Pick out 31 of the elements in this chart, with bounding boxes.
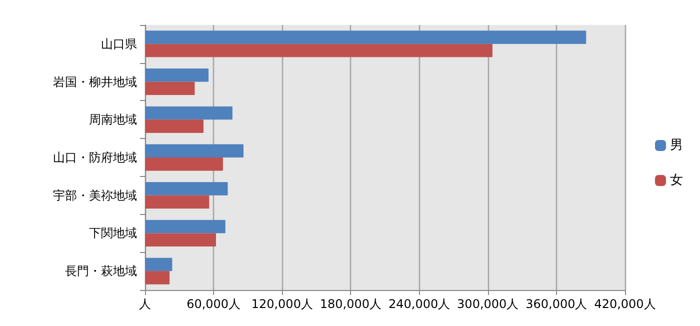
bar bbox=[145, 30, 586, 44]
x-tick-label: 360,000人 bbox=[526, 297, 588, 311]
bar bbox=[145, 195, 210, 209]
bar bbox=[145, 144, 244, 158]
bar bbox=[145, 68, 209, 82]
y-tick-label: 下関地域 bbox=[89, 226, 137, 240]
y-tick-label: 岩国・柳井地域 bbox=[53, 74, 137, 89]
bar bbox=[145, 220, 226, 234]
bar bbox=[145, 182, 228, 196]
y-tick-label: 山口・防府地域 bbox=[53, 150, 137, 164]
x-tick-label: 240,000人 bbox=[388, 297, 450, 311]
bar bbox=[145, 106, 232, 120]
y-tick-label: 山口県 bbox=[101, 36, 137, 51]
bar bbox=[145, 271, 170, 284]
x-tick-label: 60,000人 bbox=[186, 297, 241, 311]
legend-label: 女 bbox=[670, 173, 683, 188]
bar bbox=[145, 258, 172, 272]
y-tick-label: 宇部・美祢地域 bbox=[53, 188, 137, 202]
bar bbox=[145, 158, 223, 171]
x-tick-label: 180,000人 bbox=[320, 297, 382, 311]
bar bbox=[145, 233, 216, 246]
x-tick-label: 420,000人 bbox=[594, 297, 656, 311]
x-tick-label: 人 bbox=[139, 297, 151, 311]
y-tick-label: 長門・萩地域 bbox=[65, 264, 137, 278]
legend-label: 男 bbox=[670, 138, 683, 153]
x-tick-label: 120,000人 bbox=[251, 297, 313, 311]
y-tick-label: 周南地域 bbox=[89, 112, 137, 127]
bar bbox=[145, 44, 492, 58]
bar bbox=[145, 120, 204, 133]
bar bbox=[145, 82, 195, 96]
x-tick-label: 300,000人 bbox=[457, 297, 519, 311]
